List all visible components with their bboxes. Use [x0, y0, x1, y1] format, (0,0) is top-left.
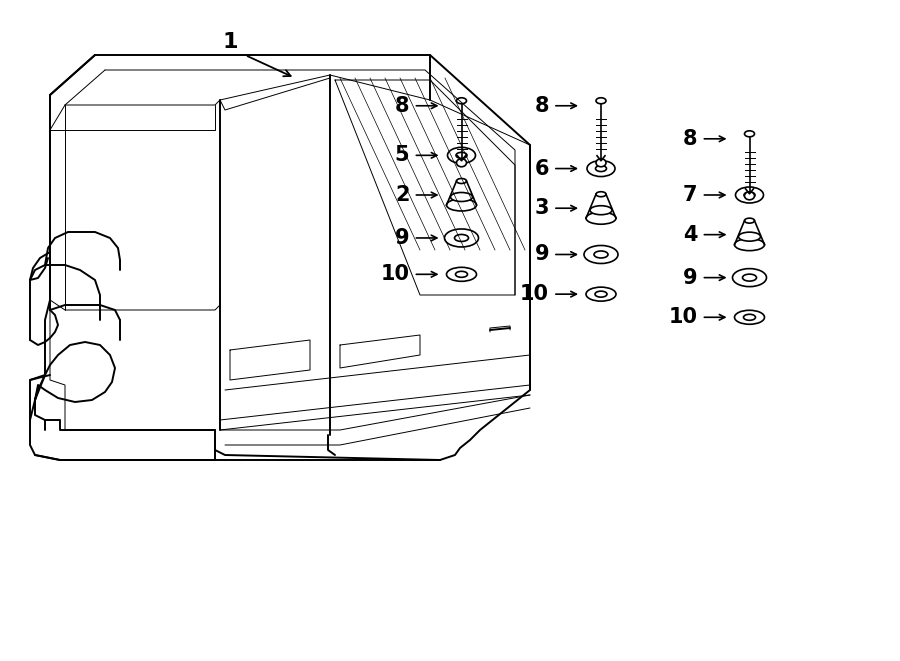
Text: 7: 7 — [683, 185, 698, 205]
Ellipse shape — [595, 291, 607, 297]
Text: 1: 1 — [222, 32, 238, 52]
Text: 9: 9 — [683, 268, 698, 288]
Text: 8: 8 — [683, 129, 698, 149]
Text: 10: 10 — [520, 284, 549, 304]
Ellipse shape — [446, 199, 476, 211]
Text: 6: 6 — [535, 159, 549, 178]
Ellipse shape — [456, 159, 466, 167]
Ellipse shape — [742, 274, 757, 281]
Ellipse shape — [456, 152, 467, 159]
Ellipse shape — [596, 159, 606, 167]
Ellipse shape — [456, 98, 466, 104]
Text: 10: 10 — [381, 264, 410, 284]
Ellipse shape — [594, 251, 608, 258]
Ellipse shape — [447, 147, 475, 163]
Text: 5: 5 — [395, 145, 410, 165]
Ellipse shape — [744, 218, 754, 223]
Text: 9: 9 — [535, 245, 549, 264]
Ellipse shape — [734, 310, 764, 325]
Ellipse shape — [596, 165, 607, 172]
Ellipse shape — [739, 232, 760, 241]
Text: 4: 4 — [683, 225, 698, 245]
Ellipse shape — [455, 271, 467, 278]
Text: 2: 2 — [395, 185, 410, 205]
Ellipse shape — [734, 239, 764, 251]
Ellipse shape — [590, 206, 612, 215]
Text: 8: 8 — [535, 96, 549, 116]
Ellipse shape — [456, 178, 466, 184]
Text: 9: 9 — [395, 228, 410, 248]
Ellipse shape — [744, 131, 754, 137]
Ellipse shape — [596, 98, 606, 104]
Text: 8: 8 — [395, 96, 410, 116]
Ellipse shape — [584, 245, 618, 264]
Ellipse shape — [735, 187, 763, 203]
Ellipse shape — [743, 314, 755, 321]
Ellipse shape — [744, 192, 754, 200]
Ellipse shape — [586, 287, 616, 301]
Ellipse shape — [446, 267, 476, 282]
Ellipse shape — [586, 212, 616, 224]
Ellipse shape — [454, 235, 469, 241]
Text: 3: 3 — [535, 198, 549, 218]
Ellipse shape — [733, 268, 767, 287]
Text: 10: 10 — [669, 307, 698, 327]
Ellipse shape — [587, 161, 615, 176]
Ellipse shape — [596, 192, 606, 197]
Ellipse shape — [744, 192, 755, 198]
Ellipse shape — [445, 229, 479, 247]
Ellipse shape — [451, 192, 472, 202]
